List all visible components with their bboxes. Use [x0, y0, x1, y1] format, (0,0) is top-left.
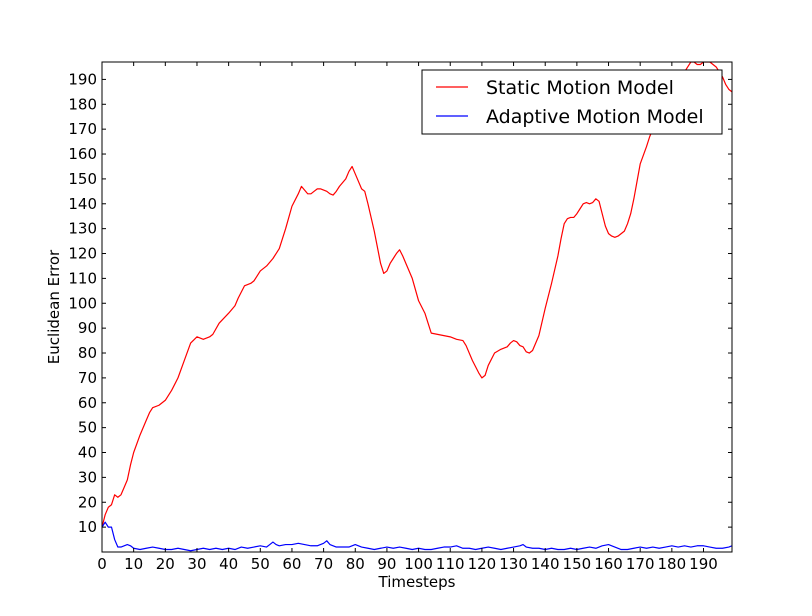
plot-frame	[101, 61, 733, 553]
x-tick-label: 170	[626, 555, 655, 573]
x-tick-label: 70	[314, 555, 333, 573]
plot-area	[102, 62, 732, 552]
legend-label-static: Static Motion Model	[486, 77, 674, 99]
tick-labels-layer: 0 10 20 30 40 50 60 70 80 90 100 110 120 130 140 150 160…	[68, 70, 717, 573]
x-tick-label: 0	[97, 555, 107, 573]
legend-box	[421, 69, 723, 135]
y-tick-label: 140	[68, 195, 97, 213]
x-tick-label: 90	[377, 555, 396, 573]
y-tick-label: 120	[68, 245, 97, 263]
x-tick-label: 50	[251, 555, 270, 573]
x-tick-label: 130	[499, 555, 528, 573]
x-tick-label: 190	[689, 555, 718, 573]
y-tick-label: 130	[68, 220, 97, 238]
y-tick-label: 90	[78, 319, 97, 337]
y-tick-label: 80	[78, 344, 97, 362]
x-tick-label: 10	[124, 555, 143, 573]
y-tick-label: 20	[78, 493, 97, 511]
y-tick-label: 110	[68, 269, 97, 287]
x-tick-label: 160	[594, 555, 623, 573]
y-tick-label: 100	[68, 294, 97, 312]
y-tick-label: 180	[68, 95, 97, 113]
y-tick-label: 40	[78, 444, 97, 462]
y-tick-label: 10	[78, 518, 97, 536]
x-tick-label: 120	[468, 555, 497, 573]
y-tick-label: 50	[78, 419, 97, 437]
x-tick-label: 180	[658, 555, 687, 573]
x-tick-label: 60	[282, 555, 301, 573]
series-line-adaptive	[102, 521, 732, 552]
legend-label-adaptive: Adaptive Motion Model	[486, 106, 704, 128]
x-tick-label: 80	[346, 555, 365, 573]
y-tick-label: 30	[78, 468, 97, 486]
y-tick-label: 150	[68, 170, 97, 188]
y-tick-label: 70	[78, 369, 97, 387]
y-tick-label: 60	[78, 394, 97, 412]
legend: Static Motion Model Adaptive Motion Mode…	[421, 69, 723, 135]
x-tick-label: 40	[219, 555, 238, 573]
x-tick-label: 140	[531, 555, 560, 573]
x-tick-label: 150	[563, 555, 592, 573]
x-tick-label: 100	[404, 555, 433, 573]
y-tick-label: 160	[68, 145, 97, 163]
x-tick-label: 20	[156, 555, 175, 573]
y-tick-label: 190	[68, 70, 97, 88]
y-tick-label: 170	[68, 120, 97, 138]
x-tick-label: 110	[436, 555, 465, 573]
x-axis-label: Timesteps	[378, 573, 456, 591]
x-tick-label: 30	[187, 555, 206, 573]
y-axis-label: Euclidean Error	[45, 249, 63, 364]
